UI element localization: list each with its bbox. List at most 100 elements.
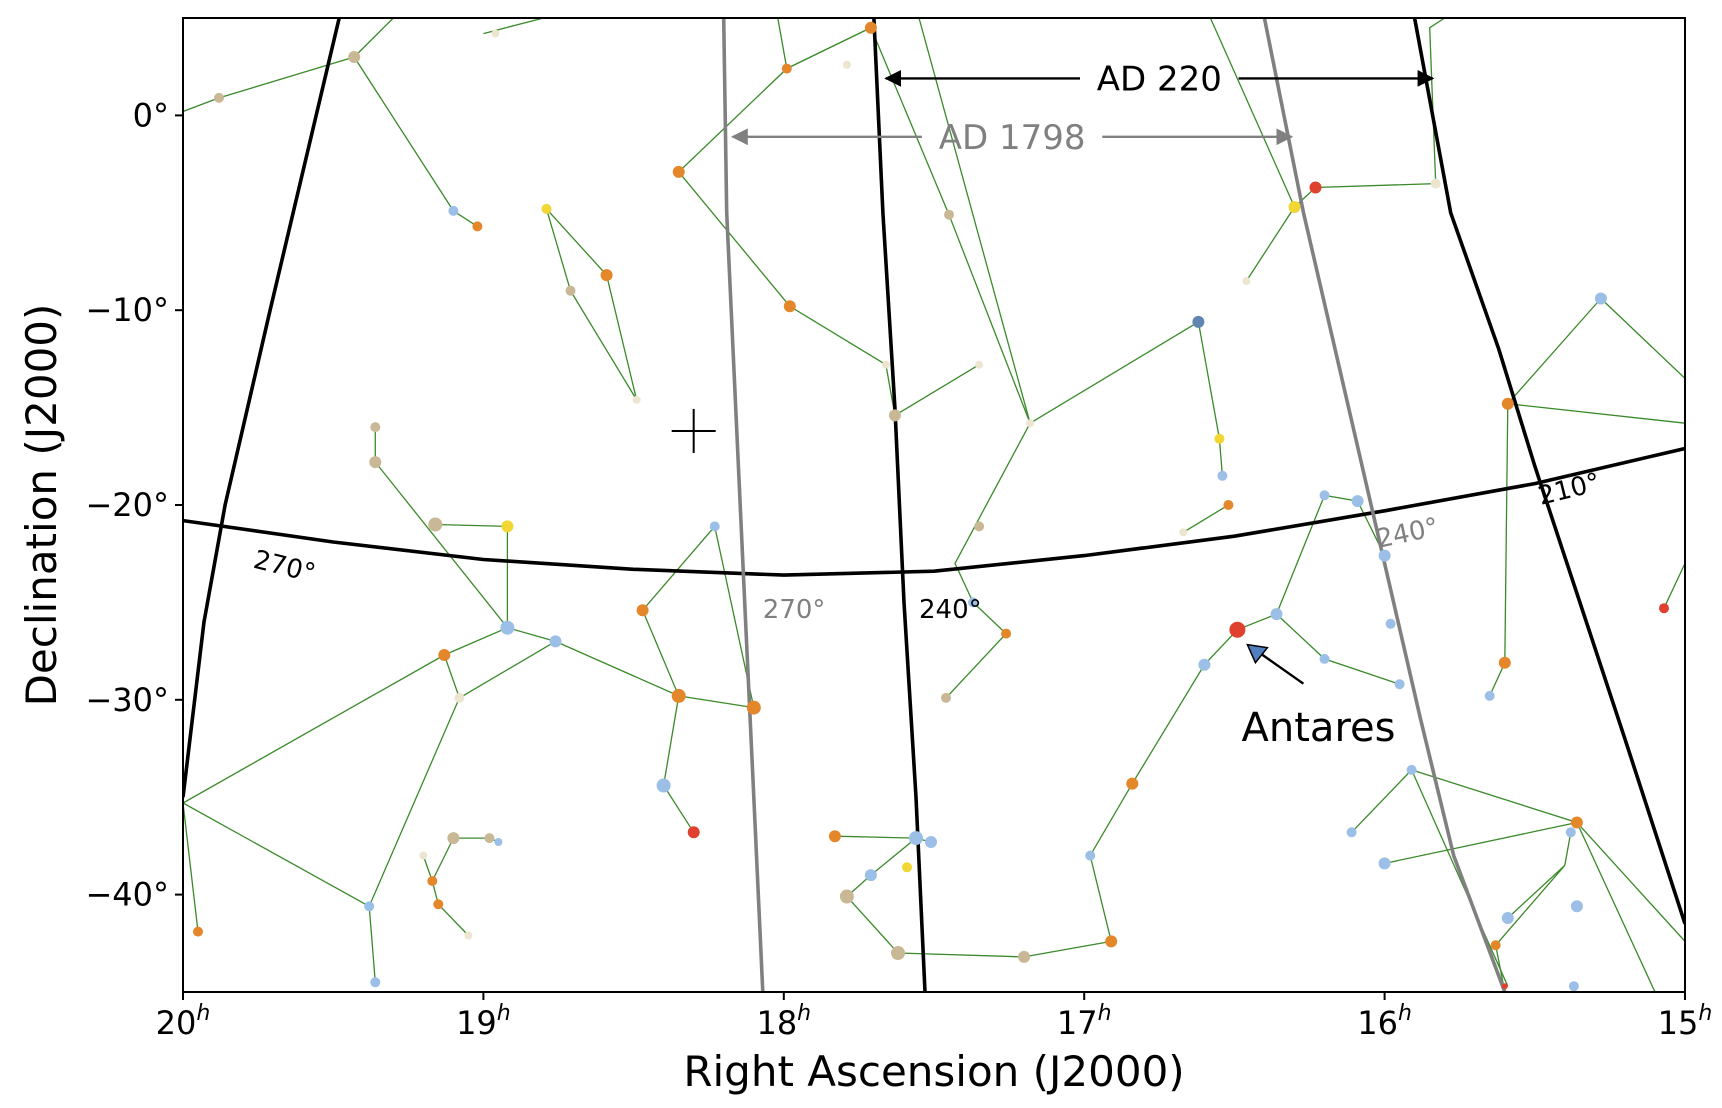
x-tick-label: 18h (756, 1001, 811, 1042)
constellation-line (1564, 832, 1572, 866)
y-tick-label: −20° (85, 486, 169, 524)
constellation-line (1411, 769, 1509, 987)
star-point (1270, 608, 1283, 621)
star-point (783, 300, 796, 313)
star-point (472, 221, 483, 232)
star-point (214, 92, 224, 103)
star-point (428, 517, 443, 532)
x-tick-label: 17h (1057, 1001, 1112, 1042)
star-point (1214, 433, 1225, 444)
y-tick-label: −30° (85, 681, 169, 719)
y-tick-label: −10° (85, 291, 169, 329)
star-point (902, 862, 912, 873)
star-point (1126, 777, 1139, 790)
star-point (1594, 292, 1607, 305)
constellation-line (1276, 613, 1400, 685)
y-tick-label: −40° (85, 876, 169, 914)
star-point (888, 409, 901, 422)
star-point (864, 869, 877, 882)
ad1798-boundary-270-curve (721, 18, 765, 992)
star-point (364, 901, 375, 912)
constellation-line (1489, 403, 1509, 697)
star-point (1501, 983, 1508, 990)
constellation-line (1209, 18, 1296, 208)
star-point (1490, 940, 1501, 951)
star-point (636, 604, 649, 617)
star-point (864, 21, 877, 34)
star-point (672, 165, 685, 178)
ad220-boundary-240-curve (872, 18, 927, 992)
span-label: AD 220 (1097, 60, 1222, 100)
star-point (1001, 628, 1012, 639)
star-point (1346, 827, 1357, 838)
x-tick-label: 20h (156, 1001, 211, 1042)
constellation-line (1495, 864, 1566, 946)
star-point (369, 456, 382, 469)
boundary-label: 270° (763, 595, 826, 625)
star-point (1105, 935, 1118, 948)
boundary-label: 240° (919, 595, 982, 625)
star-point (370, 977, 381, 988)
star-point (1378, 549, 1391, 562)
star-point (1179, 528, 1188, 537)
star-point (491, 29, 500, 38)
star-point (1568, 981, 1579, 992)
plot-area: 270° 240° 210° 270° 240° (183, 18, 1685, 992)
constellation-line (1663, 563, 1685, 609)
star-point (1319, 490, 1330, 501)
star-point (1501, 397, 1514, 410)
star-point (839, 889, 854, 904)
constellation-line (431, 837, 499, 882)
constellation-line (183, 802, 199, 932)
x-axis-ticks: 20h 19h 18h 17h 16h 15h (156, 992, 1713, 1042)
x-tick-label: 15h (1658, 1001, 1713, 1042)
star-point (1198, 658, 1211, 671)
constellation-line (786, 27, 872, 70)
star-point (1394, 679, 1405, 690)
star-point (1501, 912, 1514, 924)
ad1798-boundary-240-curve (1262, 18, 1507, 992)
span-label: AD 1798 (939, 118, 1086, 158)
y-axis-title: Declination (J2000) (17, 304, 66, 707)
star-point (1192, 315, 1205, 328)
constellation-line (353, 56, 478, 227)
constellation-line (374, 427, 755, 833)
star-point (1385, 618, 1396, 629)
star-point (1319, 653, 1330, 664)
y-tick-label: 0° (133, 96, 169, 134)
star-point (1242, 277, 1251, 285)
ad220-boundary-210-curve (1412, 18, 1685, 925)
x-tick-label: 19h (456, 1001, 511, 1042)
star-point (656, 778, 671, 793)
constellation-line (1182, 504, 1229, 533)
constellation-line (777, 18, 788, 69)
star-point (370, 422, 381, 433)
star-point (1085, 850, 1096, 861)
star-point (549, 635, 562, 648)
constellation-line (545, 208, 638, 401)
boundary-labels: 270° 240° 210° 270° 240° (250, 468, 1603, 625)
star-point (1309, 181, 1322, 194)
star-point (968, 597, 979, 608)
y-axis-ticks: 0° −10° −20° −30° −40° (85, 96, 183, 914)
constellation-line (845, 837, 917, 954)
star-point (709, 521, 720, 532)
annotations: AD 220 AD 1798 Antares (671, 60, 1435, 751)
star-point (891, 946, 905, 960)
boundary-label: 240° (1374, 512, 1442, 554)
star-point (1378, 857, 1391, 870)
star-point (454, 692, 465, 703)
star-point (193, 926, 203, 937)
constellation-line (1600, 298, 1685, 379)
star-point (494, 838, 503, 846)
constellation-line (945, 422, 1031, 699)
star-point (565, 285, 576, 296)
star-point (500, 620, 515, 635)
constellation-line (1294, 18, 1446, 208)
star-point (464, 931, 473, 940)
constellation-line (422, 855, 469, 936)
boundary-curves (183, 18, 1685, 992)
star-point (1223, 500, 1234, 510)
boundary-label: 210° (1535, 468, 1603, 512)
